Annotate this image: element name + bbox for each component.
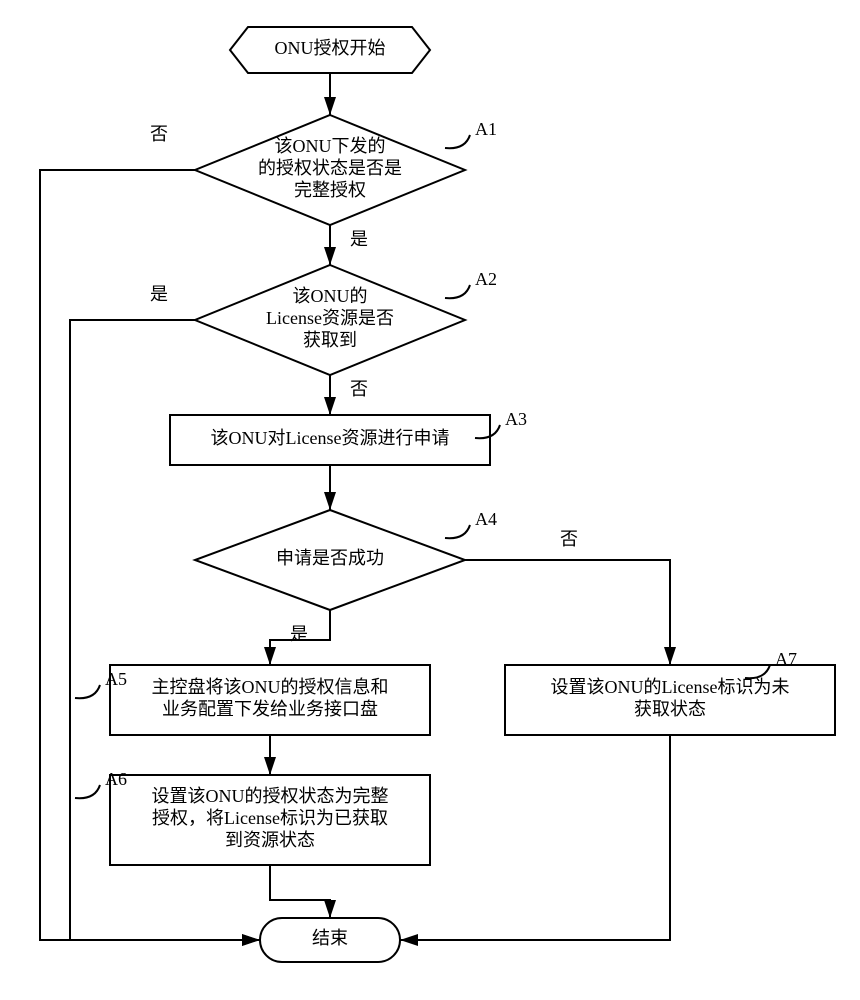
edge [465, 560, 670, 665]
edge-label: 是 [290, 624, 308, 644]
flowchart-canvas: 是否否是是否ONU授权开始该ONU下发的的授权状态是否是完整授权该ONU的Lic… [0, 0, 860, 1000]
node-text: 到资源状态 [225, 830, 315, 850]
node-end: 结束 [260, 918, 400, 962]
node-text: 该ONU对License资源进行申请 [211, 428, 450, 448]
node-text: 获取状态 [634, 699, 706, 719]
node-a2: 该ONU的License资源是否获取到 [195, 265, 465, 375]
node-start: ONU授权开始 [230, 27, 430, 73]
node-a6: 设置该ONU的授权状态为完整授权，将License标识为已获取到资源状态 [110, 775, 430, 865]
node-a1: 该ONU下发的的授权状态是否是完整授权 [195, 115, 465, 225]
svg-text:A3: A3 [505, 409, 527, 429]
node-a5: 主控盘将该ONU的授权信息和业务配置下发给业务接口盘 [110, 665, 430, 735]
svg-text:A1: A1 [475, 119, 497, 139]
node-text: ONU授权开始 [275, 38, 386, 58]
edge-label: 是 [150, 284, 168, 304]
edge-label: 否 [560, 529, 578, 549]
svg-text:A4: A4 [475, 509, 497, 529]
node-text: 设置该ONU的License标识为未 [551, 677, 790, 697]
node-text: 该ONU下发的 [275, 136, 386, 156]
node-text: 申请是否成功 [276, 548, 384, 568]
edge [270, 865, 330, 918]
svg-text:A7: A7 [775, 649, 797, 669]
node-text: 获取到 [303, 330, 357, 350]
node-text: 主控盘将该ONU的授权信息和 [152, 677, 389, 697]
svg-text:A2: A2 [475, 269, 497, 289]
node-text: License资源是否 [266, 308, 394, 328]
node-text: 结束 [312, 928, 348, 948]
node-a7: 设置该ONU的License标识为未获取状态 [505, 665, 835, 735]
svg-text:A6: A6 [105, 769, 127, 789]
node-text: 设置该ONU的授权状态为完整 [152, 786, 389, 806]
node-text: 该ONU的 [293, 286, 368, 306]
node-text: 业务配置下发给业务接口盘 [162, 699, 378, 719]
node-text: 的授权状态是否是 [258, 158, 402, 178]
node-text: 授权，将License标识为已获取 [152, 808, 388, 828]
edge [400, 735, 670, 940]
node-a3: 该ONU对License资源进行申请 [170, 415, 490, 465]
edge-label: 否 [350, 379, 368, 399]
node-a4: 申请是否成功 [195, 510, 465, 610]
node-text: 完整授权 [294, 180, 366, 200]
edge-label: 是 [350, 229, 368, 249]
svg-text:A5: A5 [105, 669, 127, 689]
edge-label: 否 [150, 124, 168, 144]
